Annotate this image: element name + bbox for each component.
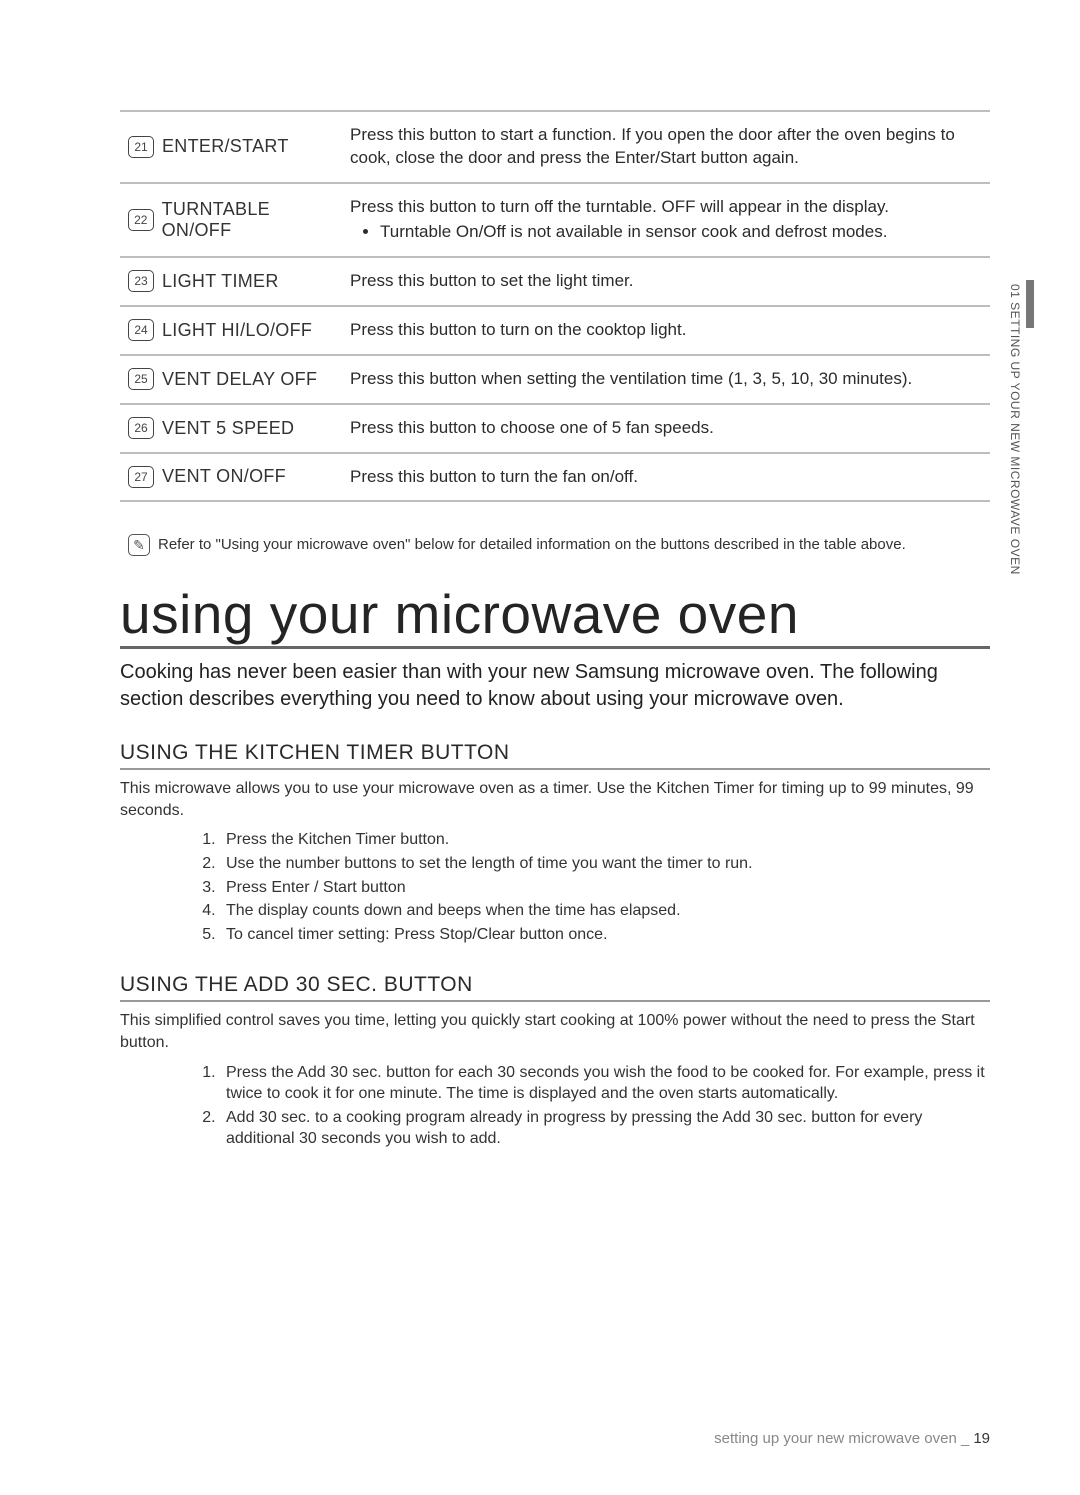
side-tab: 01 SETTING UP YOUR NEW MICROWAVE OVEN <box>998 280 1034 610</box>
button-label: VENT DELAY OFF <box>162 369 317 390</box>
note-row: ✎ Refer to "Using your microwave oven" b… <box>128 536 990 556</box>
side-tab-bar <box>1026 280 1034 328</box>
note-text: Refer to "Using your microwave oven" bel… <box>158 536 906 556</box>
button-label-cell: 25 VENT DELAY OFF <box>120 355 350 404</box>
page-footer: setting up your new microwave oven _19 <box>714 1430 990 1447</box>
description-text: Press this button to turn on the cooktop… <box>350 319 982 342</box>
section-heading: USING THE KITCHEN TIMER BUTTON <box>120 741 990 770</box>
button-label: VENT 5 SPEED <box>162 418 294 439</box>
section-paragraph: This simplified control saves you time, … <box>120 1010 990 1053</box>
button-label: VENT ON/OFF <box>162 466 286 487</box>
step-item: The display counts down and beeps when t… <box>220 900 990 922</box>
button-description-cell: Press this button to turn the fan on/off… <box>350 453 990 502</box>
section-paragraph: This microwave allows you to use your mi… <box>120 778 990 821</box>
button-label-cell: 23 LIGHT TIMER <box>120 257 350 306</box>
steps-list: Press the Kitchen Timer button.Use the n… <box>220 829 990 945</box>
button-description-cell: Press this button to choose one of 5 fan… <box>350 404 990 453</box>
section-heading: USING THE ADD 30 SEC. BUTTON <box>120 973 990 1002</box>
button-label-cell: 26 VENT 5 SPEED <box>120 404 350 453</box>
button-label: LIGHT TIMER <box>162 271 279 292</box>
description-text: Press this button to start a function. I… <box>350 124 982 170</box>
number-badge: 22 <box>128 209 154 231</box>
table-body: 21 ENTER/START Press this button to start … <box>120 111 990 501</box>
number-badge: 24 <box>128 319 154 341</box>
table-row: 24 LIGHT HI/LO/OFF Press this button to tu… <box>120 306 990 355</box>
button-description-cell: Press this button when setting the venti… <box>350 355 990 404</box>
button-description-cell: Press this button to start a function. I… <box>350 111 990 183</box>
button-description-cell: Press this button to set the light timer… <box>350 257 990 306</box>
description-text: Press this button to choose one of 5 fan… <box>350 417 982 440</box>
number-badge: 21 <box>128 136 154 158</box>
button-label-cell: 22 TURNTABLE ON/OFF <box>120 183 350 257</box>
table-row: 21 ENTER/START Press this button to start … <box>120 111 990 183</box>
note-icon: ✎ <box>128 534 150 556</box>
description-text: Press this button to turn the fan on/off… <box>350 466 982 489</box>
steps-list: Press the Add 30 sec. button for each 30… <box>220 1062 990 1150</box>
table-row: 23 LIGHT TIMER Press this button to set th… <box>120 257 990 306</box>
bullet-item: Turntable On/Off is not available in sen… <box>380 221 982 244</box>
step-item: Press the Add 30 sec. button for each 30… <box>220 1062 990 1105</box>
number-badge: 27 <box>128 466 154 488</box>
number-badge: 25 <box>128 368 154 390</box>
button-label: ENTER/START <box>162 136 289 157</box>
button-label-cell: 24 LIGHT HI/LO/OFF <box>120 306 350 355</box>
button-description-cell: Press this button to turn on the cooktop… <box>350 306 990 355</box>
page-number: 19 <box>973 1430 990 1447</box>
button-label-cell: 21 ENTER/START <box>120 111 350 183</box>
button-label-cell: 27 VENT ON/OFF <box>120 453 350 502</box>
step-item: Press Enter / Start button <box>220 877 990 899</box>
description-text: Press this button to set the light timer… <box>350 270 982 293</box>
description-bullets: Turntable On/Off is not available in sen… <box>380 221 982 244</box>
button-reference-table: 21 ENTER/START Press this button to start … <box>120 110 990 502</box>
number-badge: 26 <box>128 417 154 439</box>
step-item: Press the Kitchen Timer button. <box>220 829 990 851</box>
number-badge: 23 <box>128 270 154 292</box>
step-item: Use the number buttons to set the length… <box>220 853 990 875</box>
table-row: 26 VENT 5 SPEED Press this button to choos… <box>120 404 990 453</box>
footer-text: setting up your new microwave oven _ <box>714 1430 969 1447</box>
sections-container: USING THE KITCHEN TIMER BUTTON This micro… <box>120 741 990 1150</box>
description-text: Press this button to turn off the turnta… <box>350 196 982 219</box>
table-row: 25 VENT DELAY OFF Press this button when s… <box>120 355 990 404</box>
side-tab-text: 01 SETTING UP YOUR NEW MICROWAVE OVEN <box>1008 284 1022 575</box>
table-row: 22 TURNTABLE ON/OFF Press this button to t… <box>120 183 990 257</box>
intro-paragraph: Cooking has never been easier than with … <box>120 659 990 713</box>
button-label: TURNTABLE ON/OFF <box>162 199 342 241</box>
page-title: using your microwave oven <box>120 586 990 649</box>
button-description-cell: Press this button to turn off the turnta… <box>350 183 990 257</box>
step-item: To cancel timer setting: Press Stop/Clea… <box>220 924 990 946</box>
description-text: Press this button when setting the venti… <box>350 368 982 391</box>
step-item: Add 30 sec. to a cooking program already… <box>220 1107 990 1150</box>
button-label: LIGHT HI/LO/OFF <box>162 320 312 341</box>
table-row: 27 VENT ON/OFF Press this button to turn t… <box>120 453 990 502</box>
